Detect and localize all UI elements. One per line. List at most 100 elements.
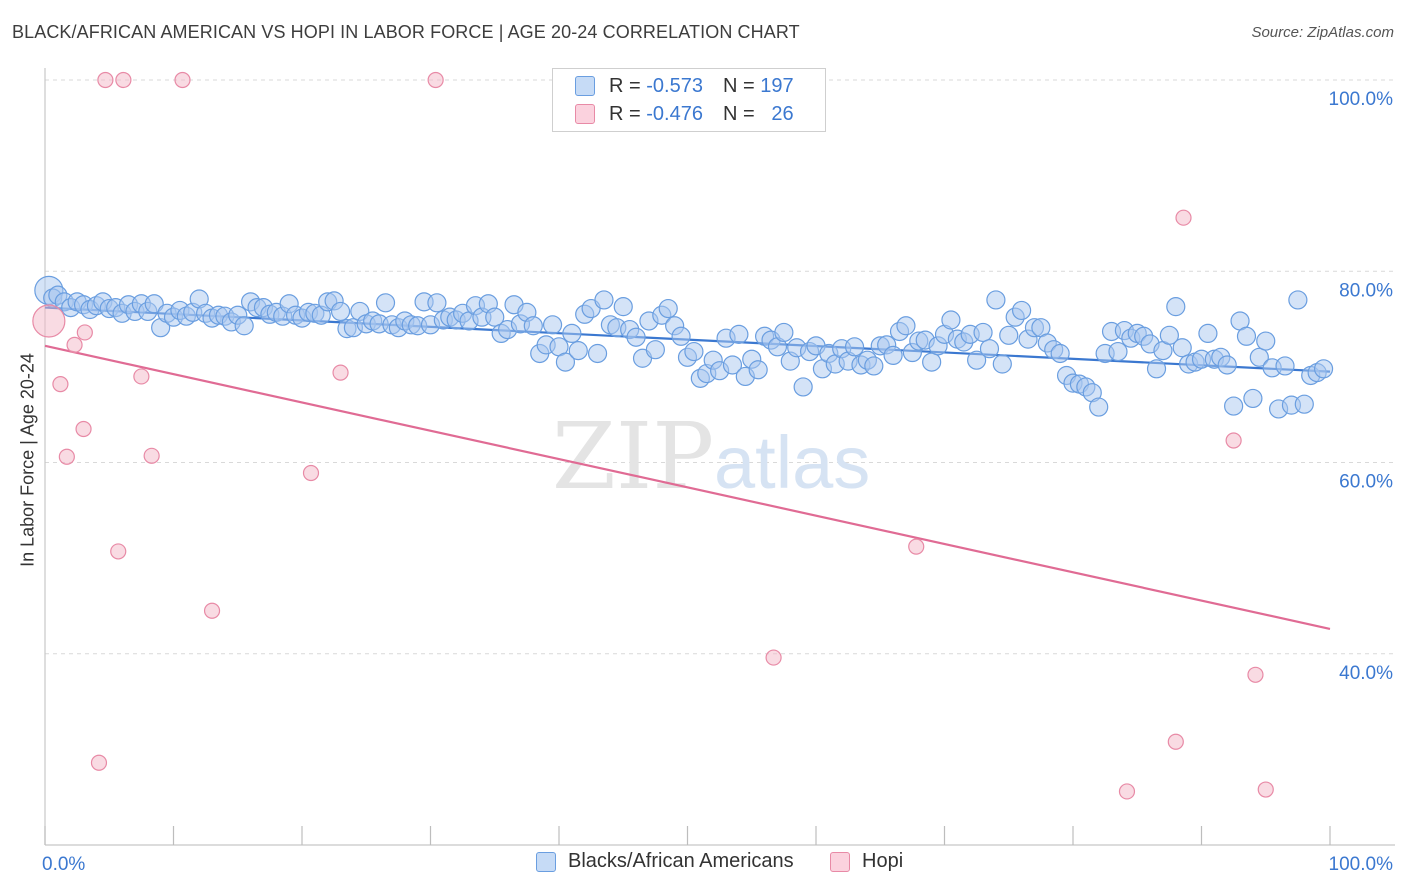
legend-n-value: 197 xyxy=(760,74,794,97)
point-blacks xyxy=(1288,290,1308,310)
stats-legend: R = -0.573 N = 197 R = -0.476 N = 26 xyxy=(552,68,826,132)
point-hopi xyxy=(75,420,92,438)
point-blacks xyxy=(645,340,665,360)
point-blacks xyxy=(992,354,1012,374)
point-blacks xyxy=(1146,359,1167,379)
legend-r-value: -0.476 xyxy=(646,102,703,125)
point-blacks xyxy=(1089,397,1109,417)
legend-swatch-hopi xyxy=(575,104,595,124)
point-blacks xyxy=(774,322,794,343)
point-blacks xyxy=(555,352,576,372)
tick-labels: 40.0% 60.0% 80.0% 100.0% 0.0% 100.0% xyxy=(42,89,1393,875)
point-blacks xyxy=(234,316,254,336)
legend-swatch-blacks xyxy=(575,76,595,96)
point-blacks xyxy=(671,326,691,346)
point-blacks xyxy=(562,323,582,344)
point-blacks xyxy=(1050,343,1070,364)
point-hopi xyxy=(765,649,782,666)
point-hopi xyxy=(908,538,925,555)
point-hopi xyxy=(58,448,75,465)
point-blacks xyxy=(144,294,164,314)
point-hopi xyxy=(90,754,108,771)
point-hopi xyxy=(1167,733,1184,750)
legend-label-blacks: Blacks/African Americans xyxy=(568,850,794,872)
y-axis-label: In Labor Force | Age 20-24 xyxy=(17,353,38,567)
point-blacks xyxy=(1172,338,1192,358)
point-blacks xyxy=(793,377,813,397)
point-blacks xyxy=(1198,323,1218,344)
point-blacks xyxy=(523,316,543,336)
point-hopi xyxy=(302,464,320,482)
legend-n-value: 26 xyxy=(771,102,794,125)
legend-swatch-hopi xyxy=(830,851,850,872)
point-blacks xyxy=(1224,396,1244,416)
y-tick-label: 80.0% xyxy=(1339,280,1393,301)
point-blacks xyxy=(1243,388,1263,409)
point-blacks xyxy=(1256,331,1276,351)
data-points xyxy=(32,71,1334,800)
point-blacks xyxy=(1166,297,1186,317)
point-blacks xyxy=(684,341,704,362)
trend-line-hopi xyxy=(44,344,1331,630)
point-hopi xyxy=(97,71,114,89)
point-hopi xyxy=(110,543,127,560)
point-blacks xyxy=(1011,300,1032,321)
point-blacks xyxy=(1275,356,1295,376)
point-blacks xyxy=(748,360,768,380)
watermark-atlas: atlas xyxy=(714,421,870,504)
point-blacks xyxy=(1217,355,1237,375)
point-hopi xyxy=(427,71,444,89)
point-blacks xyxy=(1108,341,1128,362)
point-blacks xyxy=(722,355,743,375)
point-hopi xyxy=(332,364,349,381)
point-blacks xyxy=(587,343,608,364)
point-blacks xyxy=(485,307,505,327)
point-blacks xyxy=(1313,359,1334,379)
legend-n-label: N = xyxy=(722,74,755,97)
point-blacks xyxy=(375,293,396,313)
point-blacks xyxy=(542,315,563,335)
point-blacks xyxy=(979,339,1000,359)
point-blacks xyxy=(427,293,447,313)
legend-n-label: N = xyxy=(722,102,755,125)
point-blacks xyxy=(922,352,942,372)
point-blacks xyxy=(568,341,588,361)
point-blacks xyxy=(986,290,1006,310)
point-blacks xyxy=(594,290,614,310)
axes xyxy=(44,68,1395,846)
legend-r-label: R = xyxy=(609,102,641,125)
point-hopi xyxy=(32,304,66,338)
point-hopi xyxy=(174,71,191,89)
legend-row-blacks: R = -0.573 N = 197 xyxy=(575,73,794,99)
y-tick-label: 100.0% xyxy=(1329,89,1394,110)
y-tick-label: 60.0% xyxy=(1339,472,1393,493)
point-blacks xyxy=(613,297,633,317)
source-label: Source: ZipAtlas.com xyxy=(1251,24,1394,41)
point-hopi xyxy=(133,368,150,385)
point-blacks xyxy=(626,327,646,347)
x-tick-label: 0.0% xyxy=(42,854,85,875)
point-blacks xyxy=(1159,325,1179,345)
point-hopi xyxy=(115,71,132,89)
point-hopi xyxy=(143,447,160,464)
point-blacks xyxy=(864,356,884,376)
point-blacks xyxy=(973,322,993,343)
point-hopi xyxy=(1247,666,1264,683)
point-blacks xyxy=(658,298,678,319)
legend-item-blacks: Blacks/African Americans xyxy=(536,850,794,873)
point-hopi xyxy=(66,336,83,353)
point-blacks xyxy=(967,350,987,370)
x-tick-label: 100.0% xyxy=(1329,854,1394,875)
point-hopi xyxy=(203,602,221,619)
point-blacks xyxy=(999,325,1019,345)
point-hopi xyxy=(1257,781,1274,798)
point-blacks xyxy=(1236,326,1257,346)
point-blacks xyxy=(844,337,865,357)
watermark-zip: ZIP xyxy=(552,403,714,510)
chart-title: BLACK/AFRICAN AMERICAN VS HOPI IN LABOR … xyxy=(12,22,800,42)
legend-r-label: R = xyxy=(609,74,641,97)
legend-swatch-blacks xyxy=(536,851,556,872)
point-hopi xyxy=(76,324,93,341)
legend-item-hopi: Hopi xyxy=(830,850,903,873)
